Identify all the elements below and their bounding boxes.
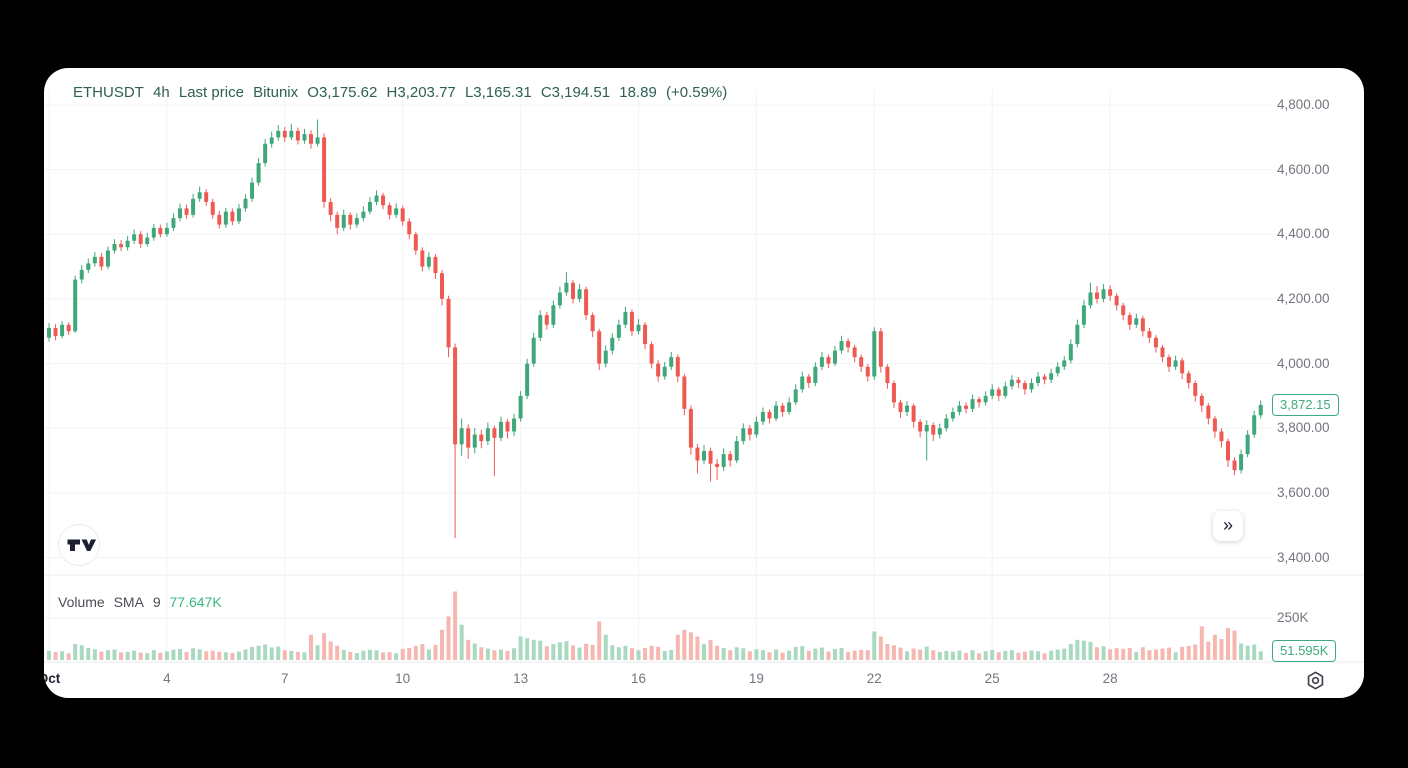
gridlines bbox=[44, 90, 1272, 662]
settings-gear-icon[interactable] bbox=[1302, 667, 1328, 693]
day-tick-label: 22 bbox=[866, 671, 882, 686]
price-tick-label: 3,600.00 bbox=[1277, 484, 1330, 500]
price-tick-label: 3,800.00 bbox=[1277, 420, 1330, 436]
volume-sma-value: 77.647K bbox=[169, 594, 222, 610]
expand-toolbar-button[interactable]: » bbox=[1213, 511, 1243, 541]
price-tick-label: 4,000.00 bbox=[1277, 355, 1330, 371]
price-tick-label: 4,400.00 bbox=[1277, 226, 1330, 242]
price-tick-label: 3,400.00 bbox=[1277, 549, 1330, 565]
ohlc-open: O3,175.62 bbox=[307, 84, 378, 101]
candlestick-chart[interactable] bbox=[44, 68, 1364, 698]
change-value: 18.89 bbox=[619, 84, 657, 101]
double-chevron-right-icon: » bbox=[1222, 514, 1233, 535]
day-tick-label: 19 bbox=[748, 671, 764, 686]
time-axis[interactable]: Oct 4 7 10 13 16 19 22 25 28 bbox=[44, 662, 1364, 698]
symbol-name[interactable]: ETHUSDT bbox=[73, 84, 144, 101]
chart-card: ETHUSDT 4h Last price Bitunix O3,175.62 … bbox=[44, 68, 1364, 698]
day-tick-label: 28 bbox=[1102, 671, 1118, 686]
volume-tick-label: 250K bbox=[1277, 610, 1309, 625]
day-tick-label: 7 bbox=[281, 671, 289, 686]
candles bbox=[47, 119, 1263, 539]
day-tick-label: 25 bbox=[984, 671, 1000, 686]
price-tick-label: 4,800.00 bbox=[1277, 97, 1330, 112]
exchange-name: Bitunix bbox=[253, 84, 299, 101]
tradingview-icon bbox=[67, 539, 97, 551]
price-tick-label: 4,200.00 bbox=[1277, 290, 1330, 306]
ohlc-low: L3,165.31 bbox=[464, 84, 532, 101]
month-tick-label: Oct bbox=[44, 671, 61, 686]
last-price-badge: 3,872.15 bbox=[1272, 393, 1339, 416]
last-volume-badge: 51.595K bbox=[1272, 640, 1337, 663]
volume-bars bbox=[47, 591, 1263, 660]
day-tick-label: 10 bbox=[395, 671, 411, 686]
volume-sma-period: 9 bbox=[152, 594, 161, 610]
day-tick-label: 13 bbox=[513, 671, 529, 686]
volume-legend-title: Volume bbox=[58, 594, 105, 610]
volume-legend[interactable]: Volume SMA 9 77.647K bbox=[58, 593, 227, 611]
change-percent: (+0.59%) bbox=[665, 84, 728, 101]
gear-icon bbox=[1307, 670, 1323, 690]
price-axis[interactable]: 4,800.00 4,600.00 4,400.00 4,200.00 4,000.00… bbox=[1277, 68, 1364, 662]
volume-sma-label: SMA bbox=[113, 594, 144, 610]
ohlc-high: H3,203.77 bbox=[386, 84, 456, 101]
interval-label[interactable]: 4h bbox=[153, 84, 170, 101]
price-tick-label: 4,600.00 bbox=[1277, 161, 1330, 177]
day-tick-label: 4 bbox=[163, 671, 171, 686]
day-tick-label: 16 bbox=[630, 671, 647, 686]
price-source-label: Last price bbox=[178, 84, 244, 101]
tradingview-logo[interactable] bbox=[58, 524, 100, 566]
ohlc-close: C3,194.51 bbox=[540, 84, 611, 101]
symbol-header[interactable]: ETHUSDT 4h Last price Bitunix O3,175.62 … bbox=[73, 83, 732, 103]
